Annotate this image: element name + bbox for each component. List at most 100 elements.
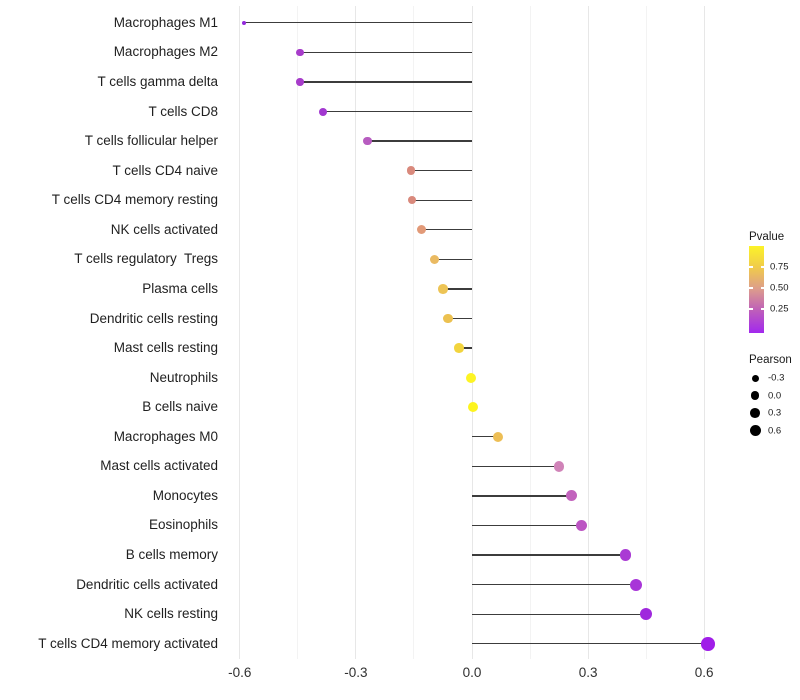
lollipop-stem	[448, 317, 472, 320]
category-label: Macrophages M0	[113, 428, 218, 444]
pearson-legend-label: -0.3	[768, 372, 785, 384]
data-point	[319, 107, 327, 116]
lollipop-stem	[323, 110, 472, 113]
data-point	[443, 313, 453, 324]
pearson-legend-label: 0.6	[768, 425, 782, 437]
major-gridline	[355, 6, 357, 659]
pvalue-legend-title: Pvalue	[749, 231, 785, 243]
pearson-legend-label: 0.3	[768, 407, 782, 419]
colorbar-tick	[749, 287, 753, 289]
data-point	[701, 637, 715, 651]
x-axis-tick-label: 0.0	[462, 665, 482, 680]
category-label: B cells memory	[125, 547, 218, 563]
lollipop-stem	[434, 258, 472, 261]
data-point	[553, 461, 565, 472]
pvalue-colorbar	[749, 246, 764, 333]
data-point	[575, 519, 587, 531]
lollipop-stem	[472, 436, 498, 438]
lollipop-stem	[243, 22, 472, 24]
category-label: Dendritic cells activated	[76, 576, 218, 592]
data-point	[406, 166, 416, 175]
major-gridline	[471, 6, 473, 659]
data-point	[465, 372, 476, 383]
pvalue-tick-label: 0.50	[770, 282, 789, 294]
category-label: Dendritic cells resting	[89, 310, 218, 326]
data-point	[296, 48, 304, 57]
data-point	[430, 254, 440, 264]
data-point	[639, 607, 653, 621]
colorbar-tick	[760, 308, 764, 310]
data-point	[619, 549, 631, 561]
data-point	[454, 343, 464, 353]
major-gridline	[239, 6, 241, 659]
category-label: B cells naive	[142, 399, 218, 415]
category-label: T cells CD4 memory activated	[38, 635, 218, 651]
data-point	[492, 431, 503, 442]
data-point	[363, 136, 372, 146]
pearson-legend-dot	[749, 425, 761, 437]
pearson-legend-label: 0.0	[768, 390, 782, 402]
data-point	[468, 402, 479, 413]
data-point	[417, 225, 427, 235]
lollipop-stem	[458, 347, 472, 349]
data-point	[630, 578, 643, 591]
colorbar-tick	[749, 308, 753, 310]
lollipop-stem	[367, 140, 472, 142]
lollipop-stem	[472, 554, 626, 556]
minor-gridline	[413, 6, 415, 659]
minor-gridline	[645, 6, 647, 659]
data-point	[241, 20, 246, 25]
data-point	[296, 78, 304, 86]
category-label: T cells follicular helper	[84, 133, 218, 149]
legend: Pvalue 0.75 0.50 0.25 Pearson -0.3 0.0 0.3 0.…	[740, 225, 800, 455]
x-axis-tick-label: 0.6	[694, 665, 714, 680]
category-label: Macrophages M1	[113, 14, 218, 30]
pearson-legend-dot	[751, 374, 759, 382]
x-axis-tick-label: 0.3	[578, 665, 598, 680]
lollipop-stem	[472, 613, 647, 615]
lollipop-stem	[472, 465, 560, 468]
data-point	[566, 490, 578, 502]
minor-gridline	[529, 6, 531, 659]
category-label: T cells CD4 naive	[112, 162, 218, 178]
category-label: T cells gamma delta	[97, 73, 218, 89]
lollipop-stem	[299, 81, 472, 83]
category-label: NK cells resting	[124, 606, 218, 622]
lollipop-stem	[442, 288, 472, 290]
x-axis-tick-label: -0.6	[228, 665, 252, 680]
category-label: NK cells activated	[110, 221, 218, 237]
category-label: Neutrophils	[149, 369, 218, 385]
lollipop-stem	[472, 643, 709, 645]
category-label: Mast cells resting	[113, 340, 218, 356]
pvalue-tick-label: 0.75	[770, 261, 789, 273]
lollipop-stem	[410, 169, 472, 172]
data-point	[407, 195, 417, 205]
pvalue-tick-label: 0.25	[770, 303, 789, 315]
lollipop-stem	[472, 495, 572, 497]
colorbar-tick	[760, 287, 764, 289]
major-gridline	[703, 6, 705, 659]
x-axis-tick-label: -0.3	[344, 665, 368, 680]
category-label: Monocytes	[152, 487, 218, 503]
colorbar-tick	[749, 266, 753, 268]
lollipop-stem	[421, 229, 472, 231]
minor-gridline	[297, 6, 299, 659]
data-point	[438, 284, 448, 294]
lollipop-stem	[472, 583, 637, 586]
category-label: Macrophages M2	[113, 44, 218, 60]
category-label: Mast cells activated	[100, 458, 218, 474]
pearson-legend-title: Pearson	[749, 354, 792, 366]
category-label: T cells regulatory Tregs	[74, 251, 218, 267]
colorbar-tick	[760, 266, 764, 268]
category-label: T cells CD4 memory resting	[51, 192, 218, 208]
category-label: Eosinophils	[148, 517, 218, 533]
lollipop-stem	[472, 524, 582, 527]
lollipop-stem	[299, 51, 472, 54]
pearson-legend-dot	[750, 408, 760, 419]
lollipop-stem	[412, 199, 472, 201]
category-label: T cells CD8	[148, 103, 218, 119]
category-label: Plasma cells	[142, 280, 218, 296]
pearson-legend-dot	[750, 391, 760, 400]
major-gridline	[587, 6, 589, 659]
